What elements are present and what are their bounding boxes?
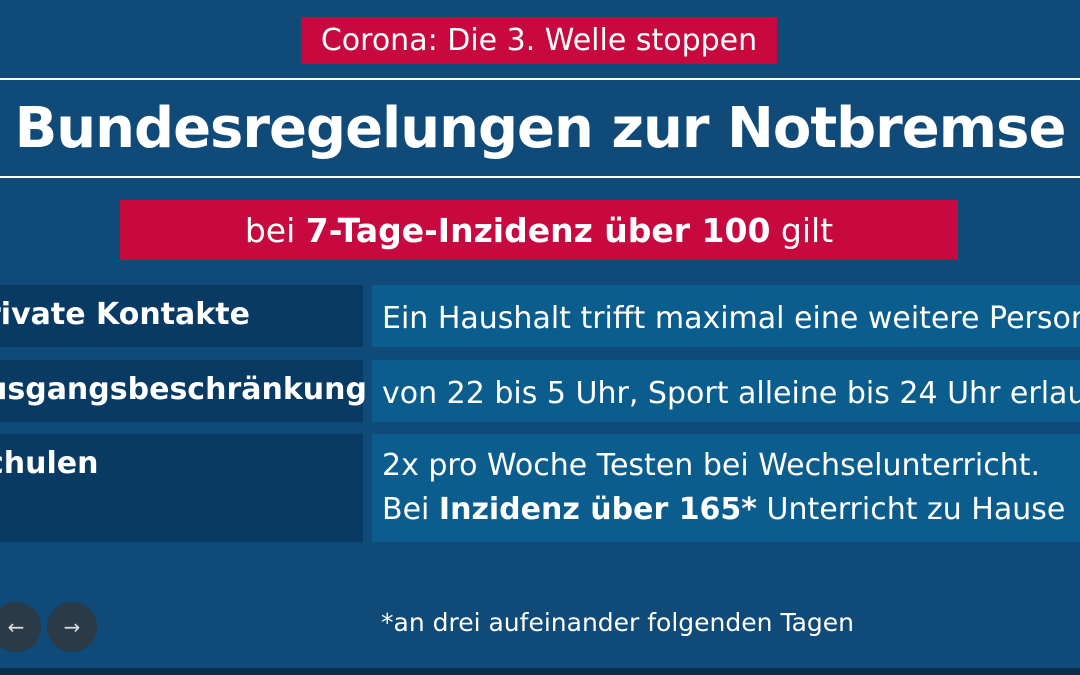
- kicker-text: Corona: Die 3. Welle stoppen: [320, 23, 758, 58]
- arrow-left-icon: ←: [7, 615, 25, 639]
- row-value-prefix: Bei: [382, 492, 439, 527]
- bottom-strip: [0, 668, 1080, 675]
- table-row: rivate Kontakte Ein Haushalt trifft maxi…: [0, 285, 1080, 347]
- title-top-rule: [0, 78, 1080, 80]
- row-value: 2x pro Woche Testen bei Wechselunterrich…: [372, 434, 1080, 542]
- arrow-right-icon: →: [63, 615, 81, 639]
- row-value-bold: Inzidenz über 165*: [438, 492, 757, 527]
- table-row: chulen 2x pro Woche Testen bei Wechselun…: [0, 434, 1080, 542]
- kicker-label: Corona: Die 3. Welle stoppen: [301, 17, 777, 64]
- subhead-prefix: bei: [244, 210, 306, 250]
- subhead-banner: bei 7-Tage-Inzidenz über 100 gilt: [120, 200, 958, 260]
- row-value: Ein Haushalt trifft maximal eine weitere…: [372, 285, 1080, 347]
- row-value-line: Ein Haushalt trifft maximal eine weitere…: [382, 301, 1080, 336]
- footnote: *an drei aufeinander folgenden Tagen: [381, 608, 854, 637]
- row-label: chulen: [0, 434, 363, 542]
- subhead-suffix: gilt: [770, 210, 834, 250]
- row-value: von 22 bis 5 Uhr, Sport alleine bis 24 U…: [372, 360, 1080, 422]
- subhead-highlight: 7-Tage-Inzidenz über 100: [305, 210, 771, 250]
- table-row: usgangsbeschränkung von 22 bis 5 Uhr, Sp…: [0, 360, 1080, 422]
- row-label: rivate Kontakte: [0, 285, 363, 347]
- row-value-suffix: Unterricht zu Hause: [757, 492, 1066, 527]
- row-value-line: Bei Inzidenz über 165* Unterricht zu Hau…: [382, 488, 1080, 532]
- row-value-line: von 22 bis 5 Uhr, Sport alleine bis 24 U…: [382, 376, 1080, 411]
- next-slide-button[interactable]: →: [47, 602, 97, 652]
- row-label: usgangsbeschränkung: [0, 360, 367, 422]
- previous-slide-button[interactable]: ←: [0, 602, 41, 652]
- page-title: Bundesregelungen zur Notbremse: [14, 95, 1067, 161]
- row-value-line: 2x pro Woche Testen bei Wechselunterrich…: [382, 448, 1041, 483]
- title-bottom-rule: [0, 176, 1080, 178]
